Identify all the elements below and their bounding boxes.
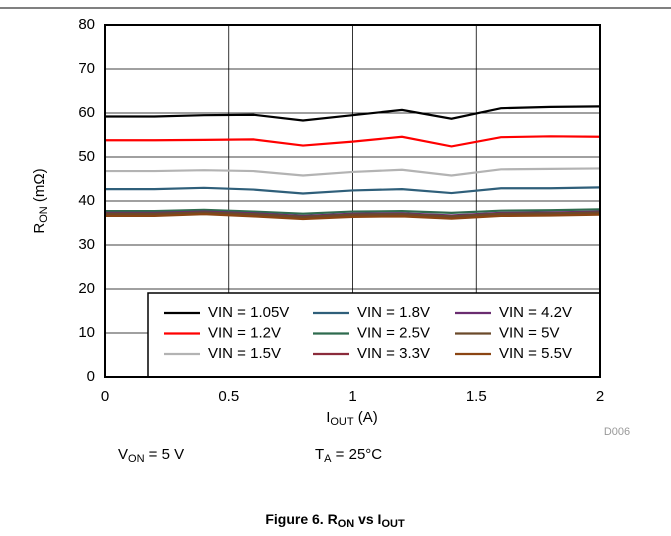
y-label-part: (mΩ) <box>31 168 48 206</box>
series-line <box>105 135 601 148</box>
y-axis-label: RON (mΩ) <box>31 168 50 233</box>
legend-label: VIN = 5.5V <box>499 345 572 362</box>
y-tick-label: 80 <box>78 16 95 33</box>
figure-id: D006 <box>604 426 630 438</box>
legend-label: VIN = 4.2V <box>499 304 572 321</box>
caption-sub: OUT <box>381 518 405 530</box>
series-line <box>105 213 601 221</box>
legend-label: VIN = 5V <box>499 324 559 341</box>
x-label-part: (A) <box>354 409 378 426</box>
x-label-sub: OUT <box>330 416 354 428</box>
y-tick-label: 0 <box>87 368 95 385</box>
legend-label: VIN = 1.05V <box>208 304 289 321</box>
x-tick-label: 2 <box>596 388 604 405</box>
caption-sub: ON <box>338 518 355 530</box>
note: VON = 5 V <box>118 446 184 465</box>
series-line <box>105 208 601 215</box>
y-tick-label: 20 <box>78 280 95 297</box>
x-tick-label: 1 <box>348 388 356 405</box>
y-tick-label: 50 <box>78 148 95 165</box>
y-tick-label: 30 <box>78 236 95 253</box>
series-line <box>105 167 601 177</box>
x-tick-label: 1.5 <box>466 388 487 405</box>
legend-label: VIN = 1.8V <box>357 304 430 321</box>
legend-label: VIN = 3.3V <box>357 345 430 362</box>
plot-border <box>104 24 601 378</box>
legend-label: VIN = 1.5V <box>208 345 281 362</box>
y-tick-label: 40 <box>78 192 95 209</box>
y-tick-label: 10 <box>78 324 95 341</box>
legend-label: VIN = 2.5V <box>357 324 430 341</box>
legend-label: VIN = 1.2V <box>208 324 281 341</box>
y-label-sub: ON <box>38 206 50 223</box>
note-part: = 25°C <box>332 446 383 463</box>
note-part: V <box>118 446 128 463</box>
x-tick-label: 0.5 <box>218 388 239 405</box>
note-part: T <box>315 446 324 463</box>
x-label-part: I <box>326 409 330 426</box>
series-line <box>105 186 601 195</box>
note-part: = 5 V <box>145 446 185 463</box>
series-line <box>105 211 601 218</box>
y-label-part: R <box>31 223 48 234</box>
x-axis-label: IOUT (A) <box>326 409 378 428</box>
y-tick-label: 60 <box>78 104 95 121</box>
x-tick-label: 0 <box>101 388 109 405</box>
note-sub: ON <box>128 453 145 465</box>
caption: Figure 6. RON vs IOUT <box>265 511 405 530</box>
note: TA = 25°C <box>315 446 382 465</box>
y-tick-label: 70 <box>78 60 95 77</box>
series-line <box>105 105 601 122</box>
note-sub: A <box>324 453 332 465</box>
caption-part: Figure 6. R <box>265 511 337 527</box>
caption-part: vs I <box>354 511 381 527</box>
